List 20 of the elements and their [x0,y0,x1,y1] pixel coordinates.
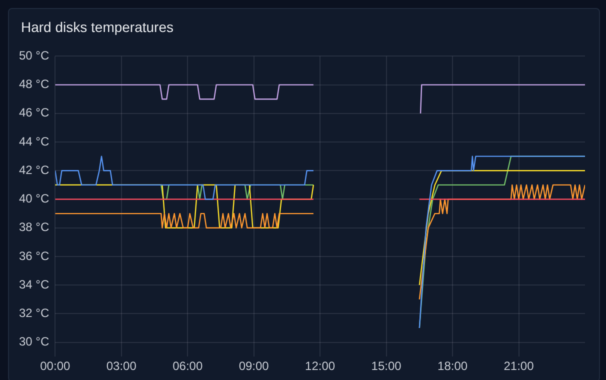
y-tick-label: 36 °C [18,248,50,263]
x-tick-label: 18:00 [438,359,468,374]
y-tick-label: 50 °C [18,48,50,63]
y-tick-label: 42 °C [18,162,50,177]
x-tick-label: 00:00 [40,359,70,374]
y-tick-label: 48 °C [18,77,50,92]
y-tick-label: 32 °C [18,306,50,320]
x-tick-label: 21:00 [504,359,534,374]
x-tick-label: 15:00 [371,359,402,374]
x-tick-label: 03:00 [106,359,137,374]
y-tick-label: 38 °C [18,220,50,234]
y-tick-label: 46 °C [18,106,50,120]
y-tick-label: 30 °C [18,334,50,349]
chart-title: Hard disks temperatures [21,19,174,35]
x-tick-label: 09:00 [238,359,270,374]
y-tick-label: 40 °C [18,192,50,206]
y-tick-label: 34 °C [18,277,50,292]
x-tick-label: 06:00 [172,359,203,374]
x-tick-label: 12:00 [305,359,336,374]
y-tick-label: 44 °C [18,134,50,148]
